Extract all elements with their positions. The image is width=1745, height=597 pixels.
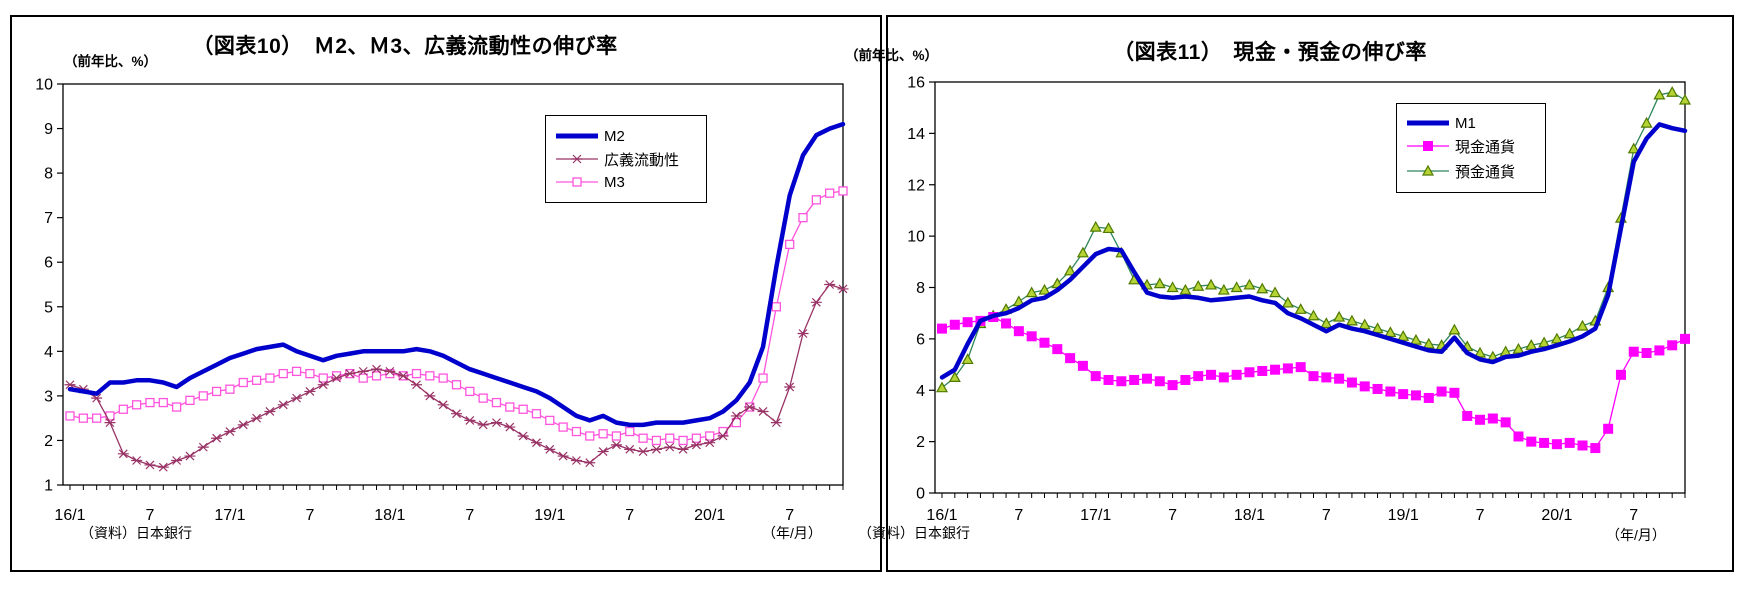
x-tick-label: 7 (625, 507, 634, 524)
y-tick-label: 1 (44, 478, 53, 495)
x-tick-label: 20/1 (1541, 507, 1572, 524)
y-tick-label: 2 (44, 433, 53, 450)
x-tick-label: 7 (1014, 507, 1023, 524)
x-tick-label: 19/1 (534, 507, 565, 524)
y-tick-label: 3 (44, 388, 53, 405)
x-tick-label: 16/1 (54, 507, 85, 524)
legend-item-deposit: 預金通貨 (1405, 161, 1537, 182)
y-tick-label: 7 (44, 210, 53, 227)
deposit-currency-line-marker-icon (1407, 164, 1449, 176)
x-tick-label: 17/1 (1080, 507, 1111, 524)
m1-line-marker-icon (1407, 120, 1449, 126)
x-tick-label: 7 (1629, 507, 1638, 524)
x-tick-label: 7 (1168, 507, 1177, 524)
y-axis-unit-label-left: （前年比、%） (64, 54, 158, 69)
y-tick-label: 12 (907, 177, 925, 194)
y-tick-label: 5 (44, 299, 53, 316)
series-現金通貨 (937, 312, 1690, 454)
x-tick-label: 19/1 (1388, 507, 1419, 524)
legend-label-m2: М2 (604, 127, 625, 145)
x-tick-label: 7 (1476, 507, 1485, 524)
m2-line-marker-icon (556, 133, 598, 139)
chart-figure10: 1 2 3 4 5 6 7 8 9 10 16/1 7 17/1 7 18/1 7 19/1 7 20/1 7 (35, 77, 849, 524)
y-axis-unit-label-right: （前年比、%） (845, 48, 939, 63)
x-tick-label: 20/1 (694, 507, 725, 524)
y-tick-label: 10 (35, 77, 53, 94)
series-М1 (939, 122, 1688, 380)
plot-area-border (62, 83, 844, 486)
x-axis-unit-label-left: （年/月） (762, 525, 822, 541)
y-tick-label: 6 (916, 331, 925, 348)
legend-label-broad-liquidity: 広義流動性 (604, 151, 680, 169)
source-note-left: （資料）日本銀行 (80, 525, 192, 541)
legend-item-cash: 現金通貨 (1405, 136, 1537, 157)
m3-line-marker-icon (556, 177, 598, 187)
legend-label-m3: М3 (604, 173, 625, 191)
series-М2 (67, 121, 846, 428)
chart-figure11: 0 2 4 6 8 10 12 14 16 16/1 7 17/1 7 18/1 7 19/1 7 20/1 7 (907, 75, 1692, 524)
x-axis: 16/1 7 17/1 7 18/1 7 19/1 7 20/1 7 (926, 493, 1686, 524)
series-М3 (65, 186, 848, 446)
source-note-right: （資料）日本銀行 (858, 525, 970, 541)
chart-title-figure11: （図表11） 現金・預金の伸び率 (1113, 41, 1427, 64)
plot-area-border (934, 81, 1686, 494)
y-tick-label: 6 (44, 255, 53, 272)
broad-liquidity-line-marker-icon (556, 154, 598, 164)
y-tick-label: 2 (916, 434, 925, 451)
y-tick-label: 8 (916, 280, 925, 297)
x-axis-unit-label-right: （年/月） (1606, 527, 1666, 543)
legend-figure10: М2 広義流動性 М3 (545, 115, 707, 203)
legend-label-m1: М1 (1455, 114, 1476, 132)
y-tick-label: 10 (907, 229, 925, 246)
y-tick-label: 0 (916, 486, 925, 503)
x-tick-label: 7 (146, 507, 155, 524)
legend-label-deposit: 預金通貨 (1455, 163, 1516, 181)
x-tick-label: 7 (465, 507, 474, 524)
y-tick-label: 4 (916, 383, 925, 400)
legend-item-m3: М3 (554, 174, 698, 191)
y-tick-label: 16 (907, 75, 925, 92)
x-tick-label: 7 (1322, 507, 1331, 524)
x-axis: 16/1 7 17/1 7 18/1 7 19/1 7 20/1 7 (54, 485, 844, 524)
x-tick-label: 18/1 (1234, 507, 1265, 524)
y-tick-label: 14 (907, 126, 925, 143)
y-tick-label: 9 (44, 121, 53, 138)
y-axis: 0 2 4 6 8 10 12 14 16 (907, 75, 935, 503)
legend-item-m1: М1 (1405, 115, 1537, 132)
x-tick-label: 17/1 (214, 507, 245, 524)
x-tick-label: 7 (785, 507, 794, 524)
legend-item-broad-liquidity: 広義流動性 (554, 149, 698, 170)
x-tick-label: 16/1 (926, 507, 957, 524)
legend-figure11: М1 現金通貨 預金通貨 (1396, 103, 1546, 193)
series-広義流動性 (64, 280, 849, 472)
y-tick-label: 4 (44, 344, 53, 361)
legend-item-m2: М2 (554, 128, 698, 145)
x-tick-label: 18/1 (374, 507, 405, 524)
chart-title-figure10: （図表10） Ｍ2、Ｍ3、広義流動性の伸び率 (192, 35, 618, 58)
cash-currency-line-marker-icon (1407, 141, 1449, 151)
y-axis: 1 2 3 4 5 6 7 8 9 10 (35, 77, 63, 495)
x-tick-label: 7 (305, 507, 314, 524)
legend-label-cash: 現金通貨 (1455, 138, 1516, 156)
y-tick-label: 8 (44, 166, 53, 183)
